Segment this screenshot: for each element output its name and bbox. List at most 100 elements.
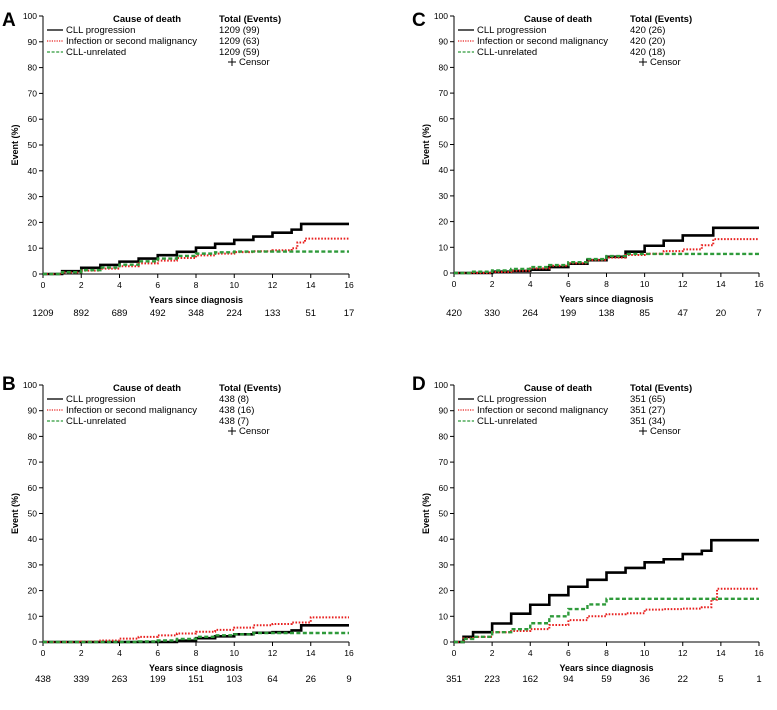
x-axis-title: Years since diagnosis [149,295,243,305]
censor-label: Censor [650,57,681,68]
legend-header-total: Total (Events) [630,14,692,25]
y-tick-label: 20 [28,217,38,227]
y-tick-label: 60 [439,114,449,124]
y-tick-label: 60 [439,483,449,493]
x-tick-label: 2 [79,280,84,290]
x-tick-label: 4 [528,648,533,658]
at-risk-number: 85 [639,308,650,319]
at-risk-number: 162 [522,674,538,685]
y-tick-label: 30 [439,191,449,201]
x-tick-label: 6 [155,280,160,290]
series-line-3 [43,250,349,276]
x-tick-label: 14 [306,280,316,290]
y-tick-label: 0 [32,637,37,647]
legend-header-total: Total (Events) [630,383,692,394]
legend-label: CLL progression [477,394,546,405]
x-tick-label: 4 [117,648,122,658]
x-tick-label: 0 [41,648,46,658]
legend-header-cause: Cause of death [524,14,592,25]
at-risk-number: 263 [112,674,128,685]
y-tick-label: 20 [439,586,449,596]
y-tick-label: 100 [23,11,37,21]
x-tick-label: 4 [117,280,122,290]
at-risk-number: 36 [639,674,650,685]
series-line-3 [43,631,349,644]
at-risk-number: 492 [150,308,166,319]
legend-total: 420 (18) [630,47,665,58]
y-tick-label: 70 [439,457,449,467]
legend-header-total: Total (Events) [219,14,281,25]
panel-letter: C [412,10,426,31]
legend-label: Infection or second malignancy [66,36,197,47]
legend-total: 351 (65) [630,394,665,405]
at-risk-number: 94 [563,674,574,685]
legend-total: 1209 (63) [219,36,260,47]
series-line-2 [454,587,759,643]
at-risk-number: 59 [601,674,612,685]
x-tick-label: 0 [41,280,46,290]
y-tick-label: 40 [28,534,38,544]
y-tick-label: 90 [28,37,38,47]
x-tick-label: 8 [604,648,609,658]
x-tick-label: 14 [306,648,316,658]
at-risk-number: 64 [267,674,278,685]
y-tick-label: 70 [28,88,38,98]
x-tick-label: 16 [754,279,764,289]
at-risk-number: 151 [188,674,204,685]
y-tick-label: 70 [28,457,38,467]
at-risk-number: 348 [188,308,204,319]
x-tick-label: 8 [194,648,199,658]
legend-header-total: Total (Events) [219,383,281,394]
at-risk-number: 138 [599,308,615,319]
at-risk-number: 330 [484,308,500,319]
legend-label: Infection or second malignancy [66,405,197,416]
x-tick-label: 6 [155,648,160,658]
series-line-3 [454,597,759,644]
x-tick-label: 10 [230,280,240,290]
panel-c: C 0 10 20 30 40 50 60 70 80 90 100 0 2 4 6 8 10 12 14 16 Year… [412,10,764,319]
censor-marker [639,427,647,435]
y-axis-title: Event (%) [10,124,20,165]
x-tick-label: 0 [452,648,457,658]
at-risk-number: 224 [226,308,242,319]
legend-header-cause: Cause of death [113,383,181,394]
y-tick-label: 80 [28,431,38,441]
at-risk-number: 223 [484,674,500,685]
series-line-1 [454,226,759,275]
legend-total: 438 (8) [219,394,249,405]
y-tick-label: 0 [443,637,448,647]
y-tick-label: 0 [32,269,37,279]
y-tick-label: 50 [28,509,38,519]
at-risk-number: 5 [718,674,723,685]
x-tick-label: 2 [490,648,495,658]
x-tick-label: 2 [79,648,84,658]
at-risk-number: 17 [344,308,355,319]
x-tick-label: 10 [640,648,650,658]
y-tick-label: 30 [439,560,449,570]
at-risk-number: 199 [560,308,576,319]
legend-label: CLL-unrelated [66,47,126,58]
x-tick-label: 16 [344,280,354,290]
y-tick-label: 100 [23,380,37,390]
x-axis-title: Years since diagnosis [559,663,653,673]
x-tick-label: 10 [640,279,650,289]
legend-label: CLL-unrelated [477,47,537,58]
legend-total: 420 (26) [630,25,665,36]
legend-total: 351 (27) [630,405,665,416]
x-axis-title: Years since diagnosis [149,663,243,673]
legend-label: CLL-unrelated [477,416,537,427]
panel-letter: D [412,374,426,395]
x-tick-label: 4 [528,279,533,289]
at-risk-number: 133 [265,308,281,319]
y-axis-title: Event (%) [421,124,431,165]
x-tick-label: 2 [490,279,495,289]
y-tick-label: 90 [28,406,38,416]
y-tick-label: 80 [28,63,38,73]
y-tick-label: 10 [28,611,38,621]
at-risk-number: 420 [446,308,462,319]
censor-label: Censor [650,426,681,437]
x-tick-label: 10 [230,648,240,658]
x-tick-label: 6 [566,648,571,658]
y-tick-label: 60 [28,483,38,493]
